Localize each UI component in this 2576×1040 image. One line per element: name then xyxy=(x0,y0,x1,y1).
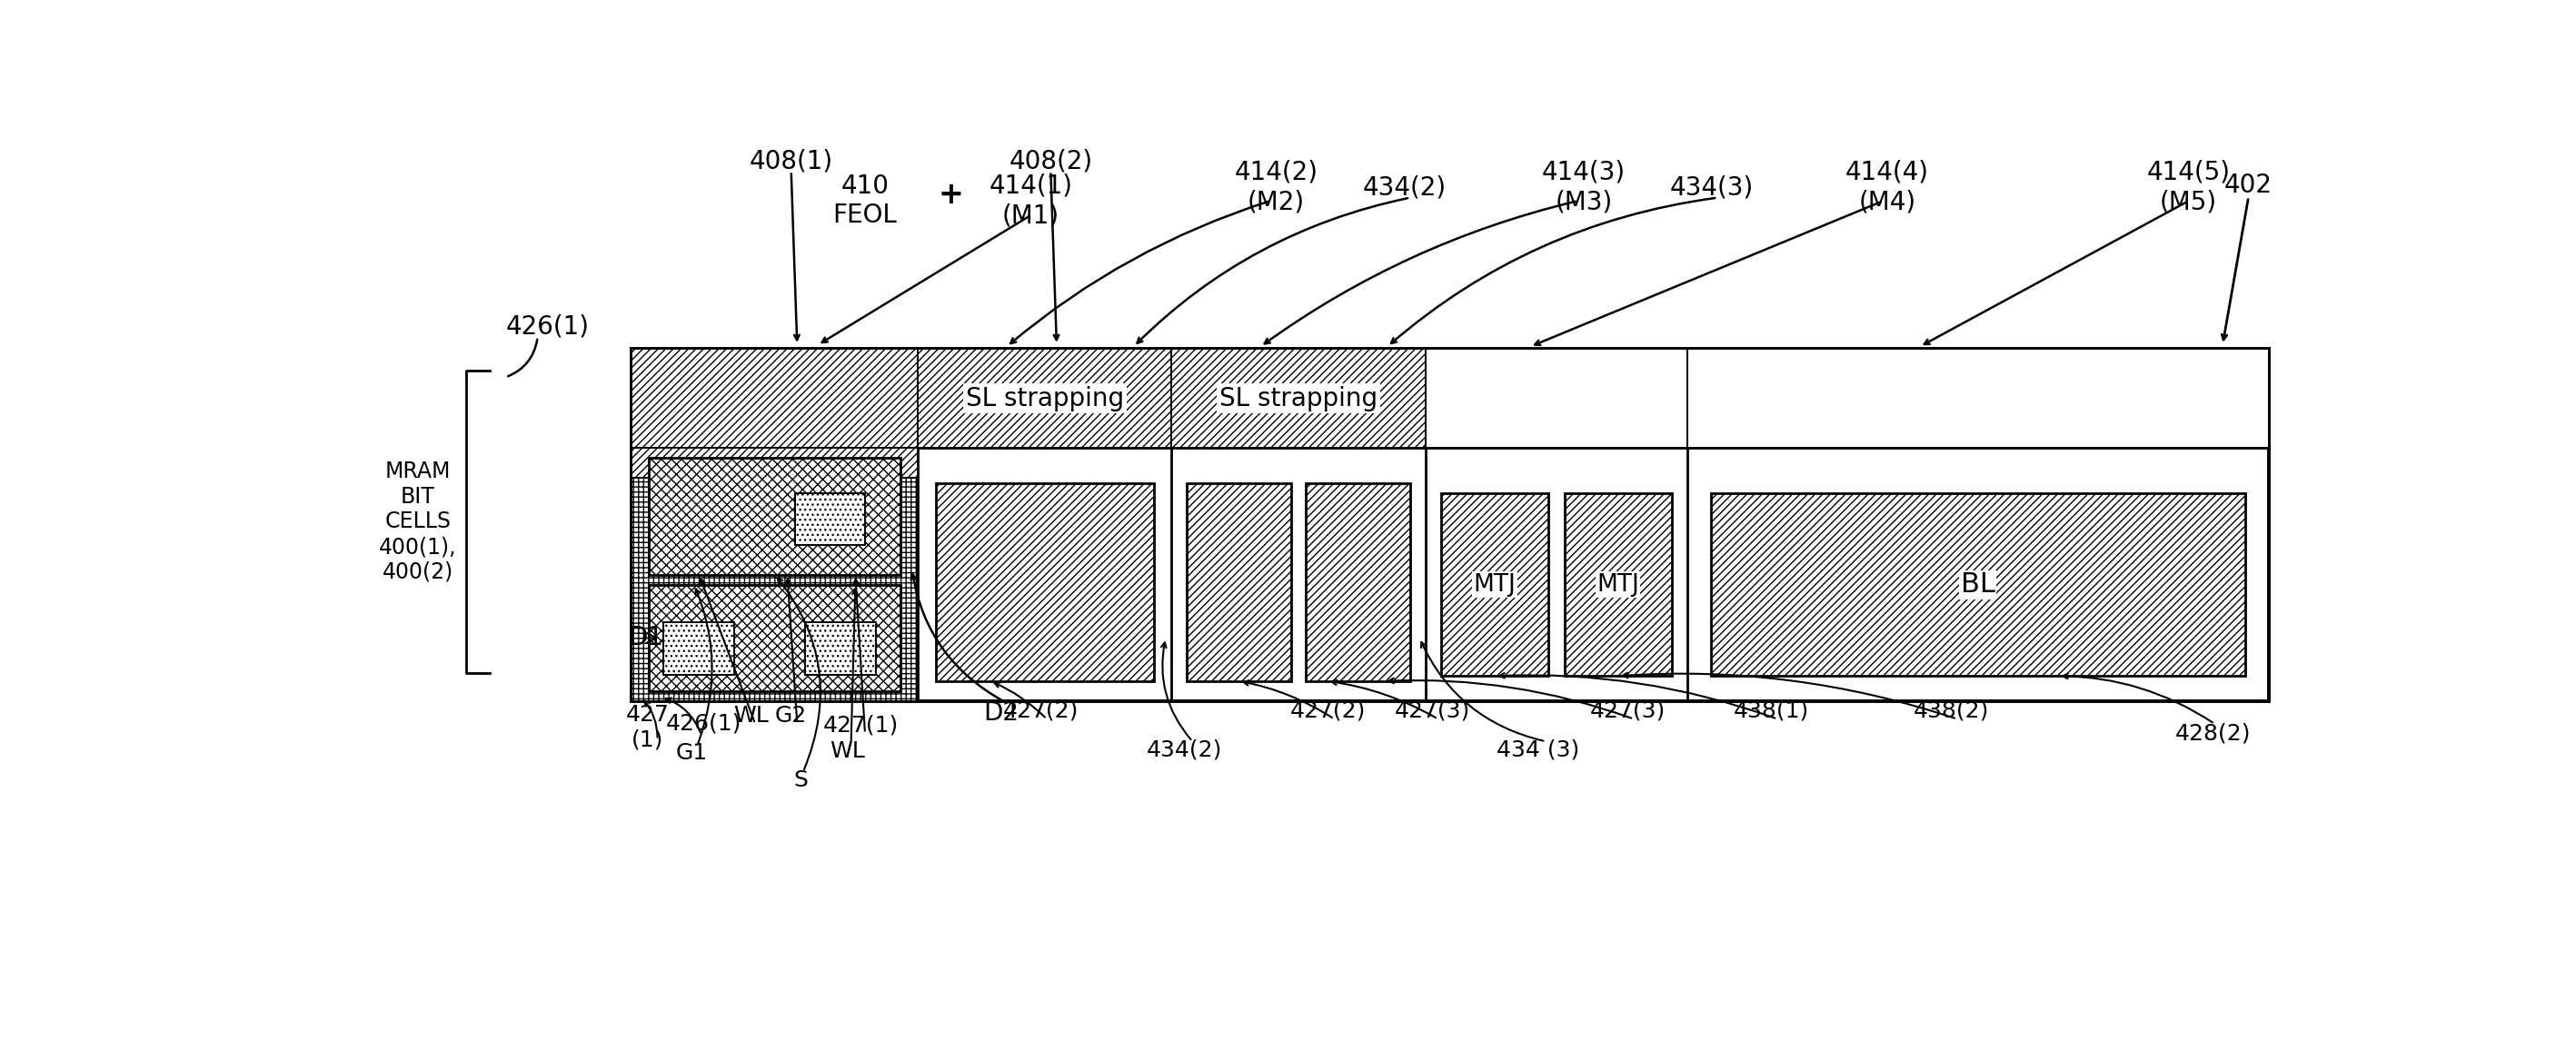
Bar xyxy=(917,349,1172,447)
Bar xyxy=(1687,349,2269,447)
Text: 427(1): 427(1) xyxy=(824,714,899,736)
Text: D1: D1 xyxy=(629,625,662,651)
Bar xyxy=(631,349,917,447)
Bar xyxy=(1564,493,1672,676)
Bar xyxy=(631,447,917,478)
Text: 414(5)
(M5): 414(5) (M5) xyxy=(2146,160,2231,214)
Bar xyxy=(1188,484,1291,681)
Bar xyxy=(1172,349,1425,447)
Bar xyxy=(1710,493,2246,676)
Text: 427(2): 427(2) xyxy=(1002,700,1079,722)
Text: 438(1): 438(1) xyxy=(1734,700,1808,722)
Text: S: S xyxy=(793,769,809,790)
Bar xyxy=(1425,349,1687,447)
Bar xyxy=(1440,493,1548,676)
Text: 408(2): 408(2) xyxy=(1010,148,1092,174)
Text: WL: WL xyxy=(734,705,768,727)
Text: BL: BL xyxy=(1960,572,1996,598)
Text: 408(1): 408(1) xyxy=(750,148,832,174)
Text: G1: G1 xyxy=(675,743,708,764)
Text: 414(4)
(M4): 414(4) (M4) xyxy=(1844,160,1929,214)
Text: 426(1): 426(1) xyxy=(665,712,742,734)
Bar xyxy=(804,622,876,675)
Text: MTJ: MTJ xyxy=(1597,573,1638,597)
Bar xyxy=(649,458,902,574)
Text: MTJ: MTJ xyxy=(1473,573,1517,597)
Text: D2: D2 xyxy=(984,701,1018,726)
Text: 434(3): 434(3) xyxy=(1669,175,1754,200)
Text: +: + xyxy=(938,180,963,210)
Bar xyxy=(1306,484,1409,681)
Text: 434(2): 434(2) xyxy=(1363,175,1445,200)
Text: 427(3): 427(3) xyxy=(1394,700,1471,722)
Text: 428(2): 428(2) xyxy=(2174,723,2251,745)
Text: 414(2)
(M2): 414(2) (M2) xyxy=(1234,160,1319,214)
Text: 434(2): 434(2) xyxy=(1146,738,1224,760)
Bar xyxy=(796,493,866,545)
Text: 427(3): 427(3) xyxy=(1589,700,1667,722)
Text: G2: G2 xyxy=(775,705,806,727)
Bar xyxy=(935,484,1154,681)
Bar xyxy=(649,584,902,692)
Text: 414(1)
(M1): 414(1) (M1) xyxy=(989,174,1072,229)
Text: 427
(1): 427 (1) xyxy=(626,703,670,751)
Text: 410
FEOL: 410 FEOL xyxy=(832,174,896,229)
Bar xyxy=(631,447,917,701)
Bar xyxy=(665,622,734,675)
Text: 427(2): 427(2) xyxy=(1291,700,1365,722)
Text: 434 (3): 434 (3) xyxy=(1497,738,1579,760)
Text: MRAM
BIT
CELLS
400(1),
400(2): MRAM BIT CELLS 400(1), 400(2) xyxy=(379,461,456,583)
Text: 402: 402 xyxy=(2226,173,2272,198)
Text: WL: WL xyxy=(829,740,866,762)
Text: 438(2): 438(2) xyxy=(1914,700,1989,722)
Text: 426(1): 426(1) xyxy=(505,314,590,339)
Text: 414(3)
(M3): 414(3) (M3) xyxy=(1543,160,1625,214)
Text: SL strapping: SL strapping xyxy=(966,386,1123,411)
Bar xyxy=(631,349,2269,701)
Text: SL strapping: SL strapping xyxy=(1218,386,1378,411)
